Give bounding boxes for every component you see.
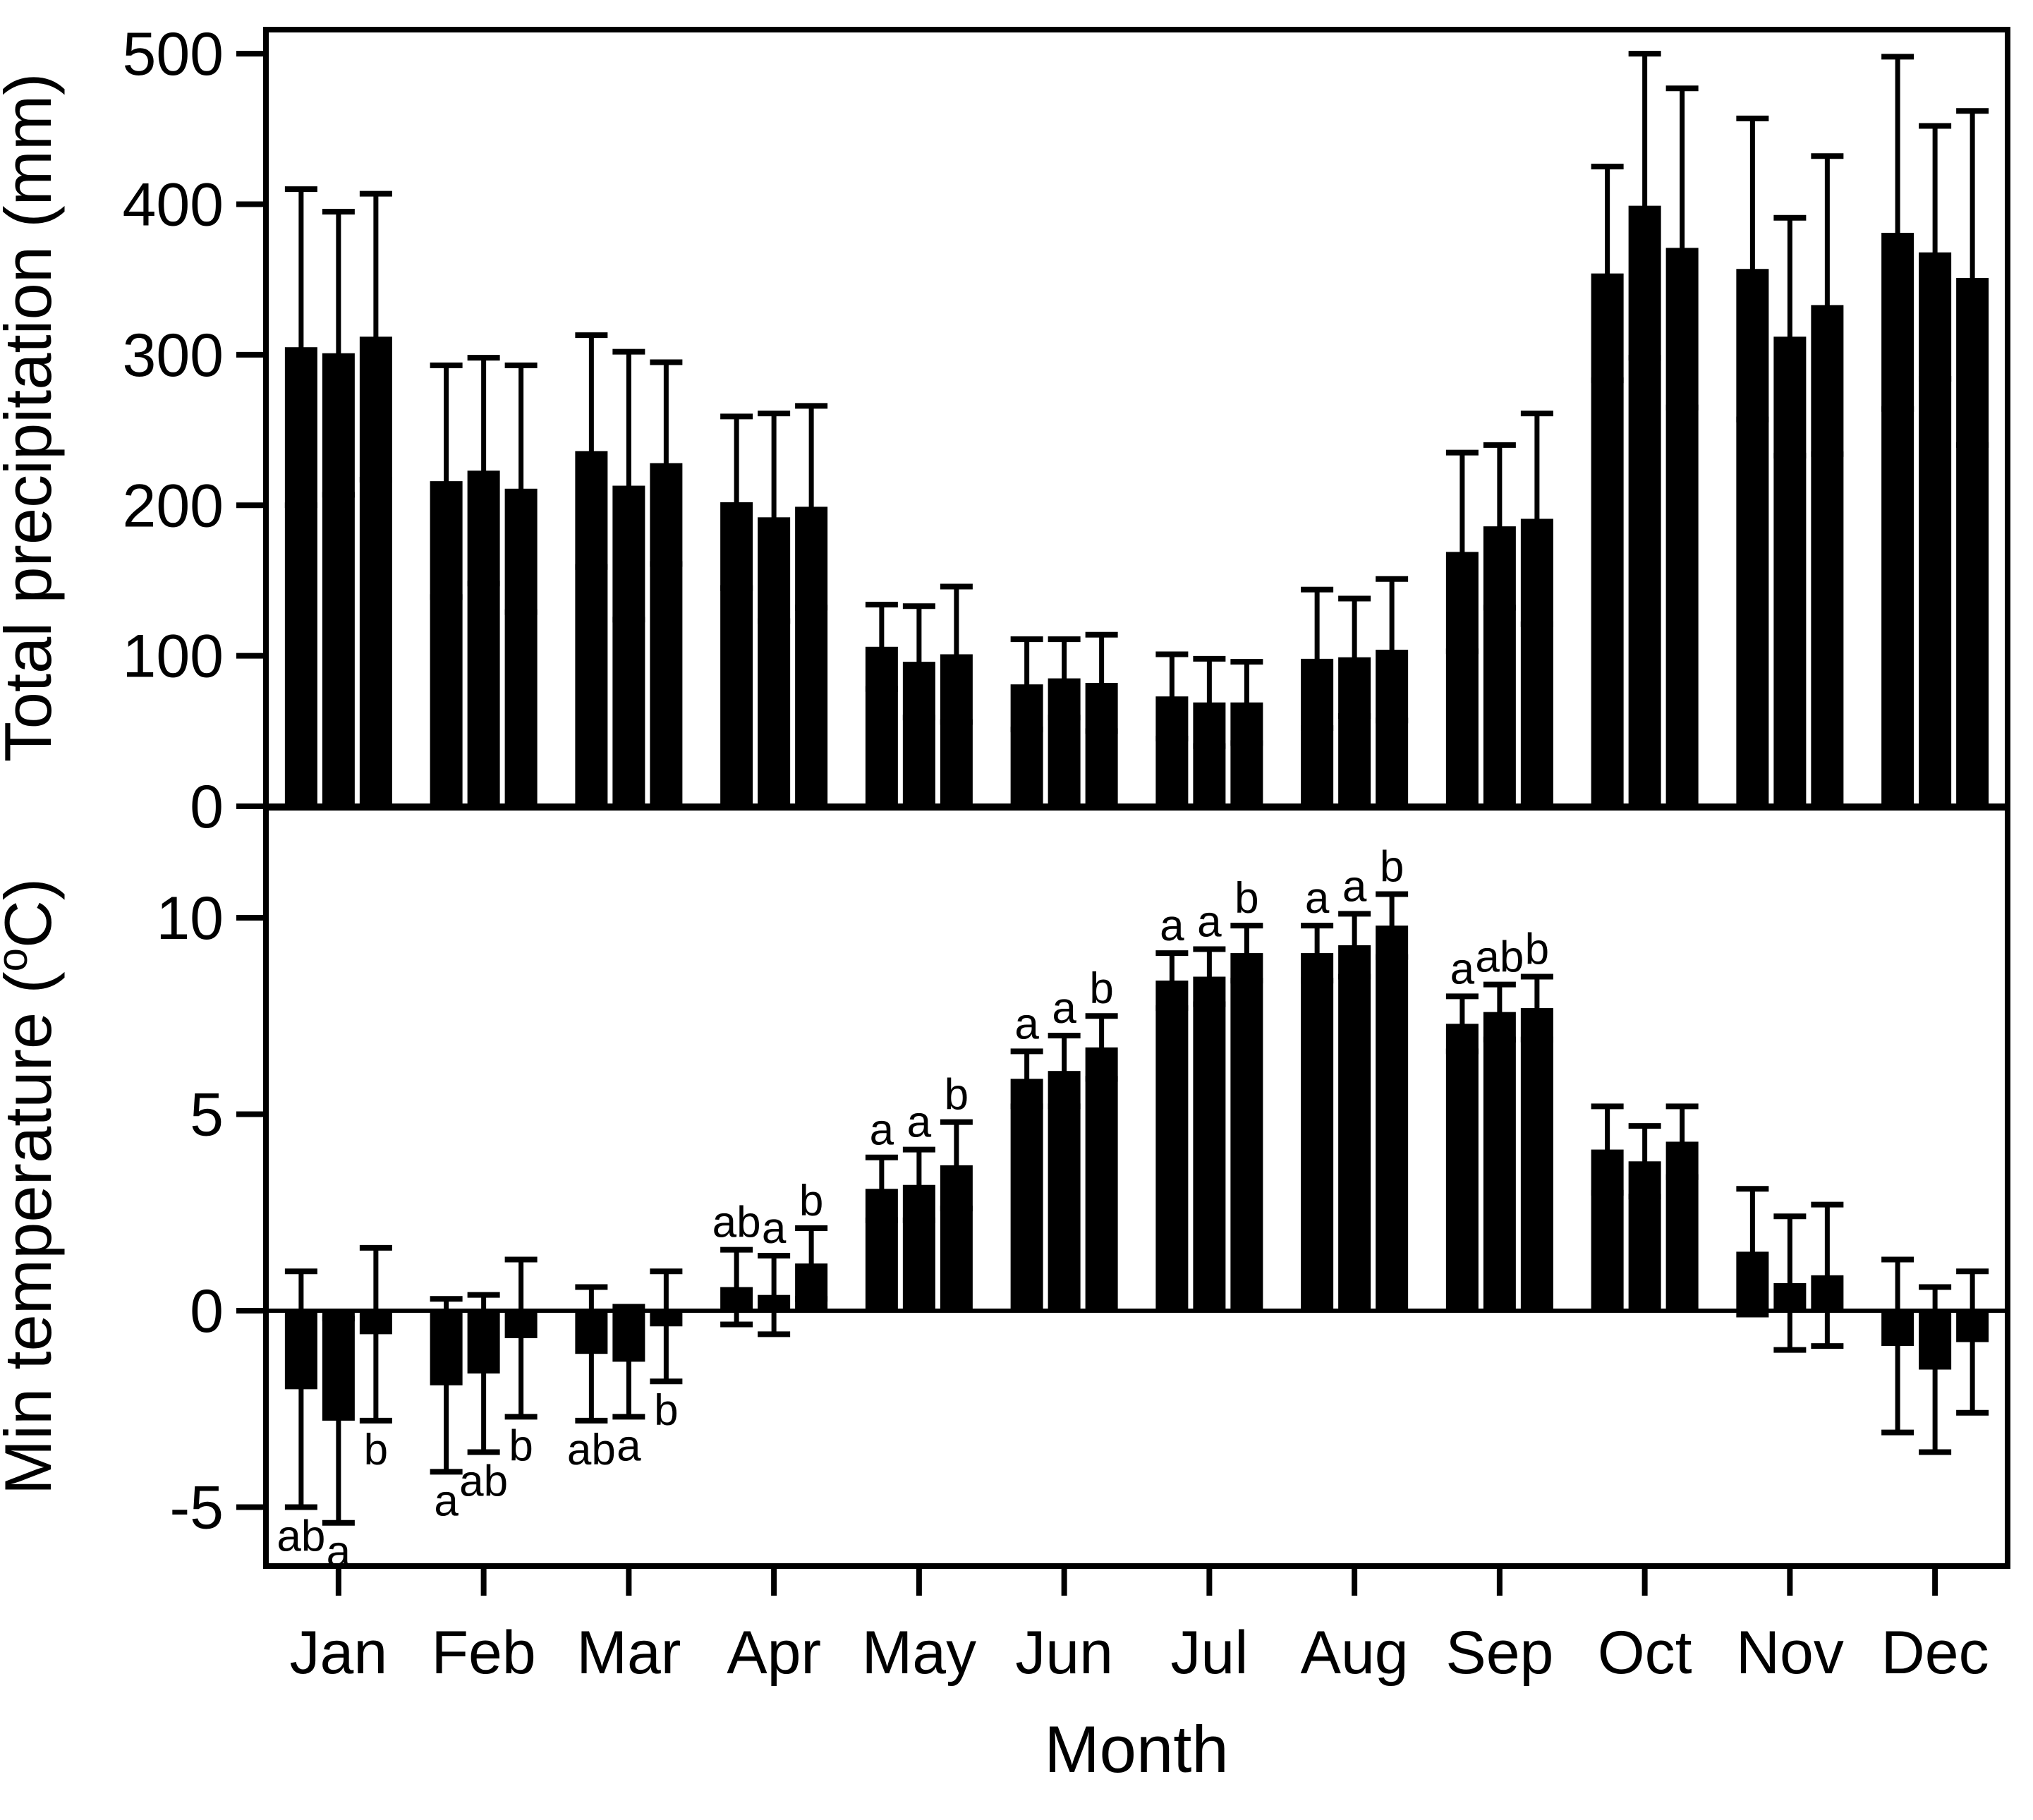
y-tick-label-0: 0	[190, 1278, 224, 1345]
bar-min-temperature-aug-2	[1338, 945, 1371, 1311]
sig-letter-feb-2: ab	[459, 1457, 508, 1505]
bar-min-temperature-jun-3	[1085, 1047, 1118, 1311]
x-tick-label-sep: Sep	[1445, 1619, 1553, 1687]
y-tick-label-200: 200	[123, 472, 224, 540]
sig-letter-jul-2: a	[1197, 898, 1222, 947]
sig-letter-sep-2: ab	[1475, 933, 1524, 982]
sig-letter-jul-1: a	[1160, 902, 1184, 950]
sig-letter-mar-1: ab	[567, 1426, 616, 1474]
sig-letter-jun-1: a	[1014, 1000, 1039, 1048]
x-axis-title: Month	[1044, 1712, 1228, 1786]
y-tick-label--5: -5	[170, 1474, 224, 1541]
bar-min-temperature-aug-3	[1376, 926, 1409, 1311]
sig-letter-feb-3: b	[509, 1421, 533, 1470]
y-axis-title-temperature: Min temperature (oC)	[0, 878, 65, 1495]
x-tick-label-aug: Aug	[1301, 1619, 1409, 1687]
x-tick-label-apr: Apr	[727, 1619, 821, 1687]
precipitation-panel: 0 100 200 300 400 500	[123, 20, 2010, 841]
sig-letter-aug-1: a	[1305, 874, 1330, 923]
sig-letter-feb-1: a	[434, 1476, 459, 1525]
bar-min-temperature-jul-3	[1230, 953, 1263, 1311]
sig-letter-jul-3: b	[1234, 874, 1258, 923]
y-tick-label-5: 5	[190, 1081, 224, 1148]
y-tick-label-500: 500	[123, 20, 224, 88]
y-axis-title-precipitation: Total precipitation (mm)	[0, 73, 65, 763]
y-tick-label-400: 400	[123, 171, 224, 239]
y-tick-label-0: 0	[190, 773, 224, 841]
y-tick-label-300: 300	[123, 322, 224, 389]
sig-letter-mar-3: b	[654, 1386, 678, 1435]
x-tick-label-nov: Nov	[1736, 1619, 1844, 1687]
x-tick-label-jul: Jul	[1170, 1619, 1248, 1687]
bar-min-temperature-aug-1	[1301, 953, 1334, 1311]
sig-letter-jan-1: ab	[277, 1512, 325, 1560]
sig-letter-apr-1: ab	[712, 1199, 761, 1247]
y-tick-label-10: 10	[156, 885, 224, 952]
x-tick-label-jan: Jan	[290, 1619, 388, 1687]
bar-min-temperature-jul-1	[1155, 981, 1189, 1311]
sig-letter-aug-2: a	[1342, 862, 1367, 911]
bar-min-temperature-sep-3	[1520, 1008, 1553, 1311]
sig-letter-sep-3: b	[1525, 926, 1549, 974]
sig-letter-jun-2: a	[1052, 984, 1076, 1033]
sig-letter-jan-3: b	[364, 1426, 388, 1474]
sig-letter-sep-1: a	[1450, 945, 1475, 993]
sig-letter-may-1: a	[870, 1106, 894, 1155]
sig-letter-may-3: b	[945, 1071, 969, 1120]
bar-min-temperature-sep-1	[1445, 1024, 1479, 1311]
x-tick-label-mar: Mar	[576, 1619, 681, 1687]
x-tick-label-may: May	[862, 1619, 976, 1687]
sig-letter-jun-3: b	[1089, 964, 1113, 1013]
bar-min-temperature-sep-2	[1483, 1012, 1516, 1311]
x-tick-label-oct: Oct	[1598, 1619, 1692, 1687]
x-tick-label-feb: Feb	[432, 1619, 536, 1687]
bar-min-temperature-jun-1	[1010, 1079, 1043, 1311]
bar-min-temperature-jul-2	[1193, 976, 1226, 1311]
x-tick-label-dec: Dec	[1881, 1619, 1989, 1687]
bar-min-temperature-jun-2	[1048, 1071, 1081, 1311]
x-axis: Jan Feb Mar Apr May Jun Jul Aug Sep Oct Nov Dec	[290, 1566, 1989, 1687]
sig-letter-apr-2: a	[762, 1204, 787, 1253]
panel-frame	[263, 805, 2010, 1569]
sig-letter-may-2: a	[907, 1098, 932, 1147]
x-tick-label-jun: Jun	[1015, 1619, 1113, 1687]
sig-letter-mar-2: a	[617, 1421, 641, 1470]
sig-letter-apr-3: b	[799, 1177, 823, 1225]
sig-letter-aug-3: b	[1380, 843, 1404, 892]
y-tick-label-100: 100	[123, 623, 224, 691]
